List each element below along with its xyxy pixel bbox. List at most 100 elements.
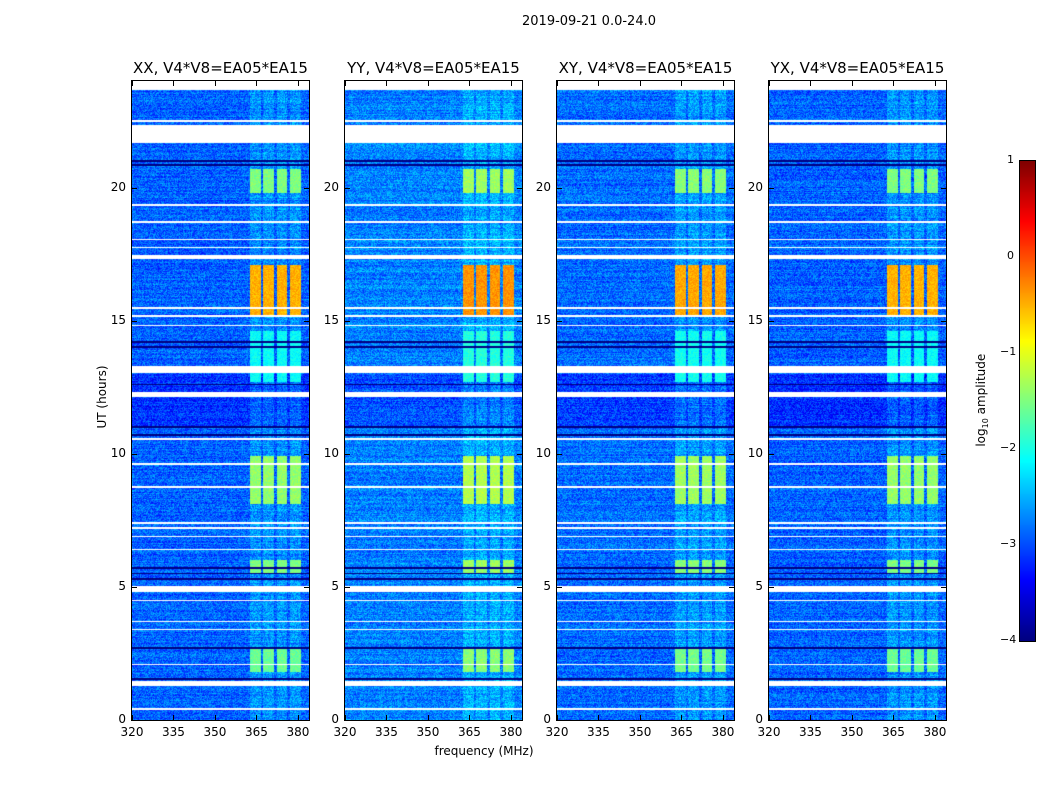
x-tick-mark	[386, 715, 388, 720]
panel-title: XX, V4*V8=EA05*EA15	[133, 59, 308, 77]
x-tick-mark	[681, 81, 683, 86]
panel-title: XY, V4*V8=EA05*EA15	[558, 59, 733, 77]
x-tick-label: 365	[670, 725, 693, 739]
x-tick-label: 365	[245, 725, 268, 739]
y-tick-mark	[941, 187, 946, 189]
y-tick-mark	[557, 320, 562, 322]
x-tick-label: 350	[416, 725, 440, 739]
x-tick-mark	[256, 81, 258, 86]
x-tick-mark	[598, 715, 600, 720]
y-tick-mark	[304, 720, 309, 721]
y-tick-mark	[769, 720, 774, 721]
heatmap-image	[557, 81, 734, 720]
y-tick-label: 20	[323, 179, 339, 194]
y-tick-label: 5	[331, 578, 339, 593]
y-tick-mark	[132, 453, 137, 455]
y-tick-label: 15	[323, 312, 339, 327]
y-tick-mark	[769, 320, 774, 322]
x-tick-label: 320	[757, 725, 781, 739]
y-axis-label: UT (hours)	[95, 365, 109, 429]
y-tick-mark	[557, 720, 562, 721]
y-tick-mark	[769, 453, 774, 455]
x-axis-label: frequency (MHz)	[434, 744, 534, 758]
y-tick-label: 5	[543, 578, 551, 593]
y-tick-label: 0	[755, 712, 763, 726]
x-tick-mark	[851, 715, 853, 720]
y-tick-mark	[304, 187, 309, 189]
y-tick-mark	[557, 453, 562, 455]
y-tick-label: 15	[110, 312, 126, 327]
x-tick-mark	[769, 715, 770, 720]
heatmap-image	[769, 81, 946, 720]
y-tick-mark	[345, 320, 350, 322]
y-tick-label: 10	[535, 445, 551, 460]
y-tick-mark	[304, 453, 309, 455]
x-tick-label: 320	[120, 725, 144, 739]
y-tick-label: 15	[747, 312, 763, 327]
y-tick-label: 10	[747, 445, 763, 460]
x-tick-mark	[722, 81, 724, 86]
x-tick-label: 380	[499, 725, 523, 739]
heatmap-image	[132, 81, 309, 720]
y-tick-mark	[345, 453, 350, 455]
x-tick-mark	[810, 81, 812, 86]
x-tick-mark	[345, 81, 346, 86]
y-tick-label: 20	[535, 179, 551, 194]
x-tick-label: 335	[799, 725, 822, 739]
y-tick-mark	[132, 720, 137, 721]
y-tick-mark	[729, 320, 734, 322]
y-tick-mark	[729, 586, 734, 588]
x-tick-label: 380	[923, 725, 947, 739]
x-tick-label: 320	[333, 725, 357, 739]
x-tick-label: 350	[840, 725, 864, 739]
x-tick-mark	[893, 715, 895, 720]
y-tick-mark	[304, 320, 309, 322]
waterfall-panel-1: YY, V4*V8=EA05*EA15 320 335 350 365 380 0 5 10 15…	[324, 59, 523, 739]
x-tick-mark	[173, 81, 175, 86]
colorbar-tick-label: −3	[1000, 537, 1017, 550]
x-tick-mark	[557, 81, 558, 86]
y-tick-mark	[345, 720, 350, 721]
y-tick-mark	[769, 187, 774, 189]
x-tick-mark	[810, 715, 812, 720]
colorbar-tick-label: −4	[1000, 633, 1017, 646]
x-tick-mark	[427, 715, 429, 720]
y-tick-mark	[517, 187, 522, 189]
x-tick-label: 320	[545, 725, 569, 739]
y-tick-label: 0	[118, 712, 126, 726]
heatmap-image	[345, 81, 522, 720]
y-tick-mark	[517, 453, 522, 455]
x-tick-mark	[557, 715, 558, 720]
panel-title: YX, V4*V8=EA05*EA15	[770, 59, 945, 77]
x-tick-mark	[132, 715, 133, 720]
x-tick-label: 335	[375, 725, 398, 739]
y-tick-label: 5	[118, 578, 126, 593]
x-tick-mark	[510, 81, 512, 86]
y-tick-mark	[941, 320, 946, 322]
y-tick-mark	[769, 586, 774, 588]
x-tick-mark	[510, 715, 512, 720]
y-tick-label: 10	[323, 445, 339, 460]
x-tick-mark	[297, 81, 299, 86]
y-tick-mark	[729, 187, 734, 189]
colorbar-tick-label: 0	[1007, 249, 1014, 262]
y-tick-mark	[345, 187, 350, 189]
colorbar-label: log10 amplitude	[973, 353, 991, 447]
colorbar-tick-label: 1	[1007, 153, 1014, 166]
x-tick-mark	[769, 81, 770, 86]
y-tick-mark	[132, 586, 137, 588]
colorbar	[1019, 160, 1036, 642]
x-tick-mark	[386, 81, 388, 86]
y-tick-mark	[557, 187, 562, 189]
x-tick-mark	[173, 715, 175, 720]
x-tick-mark	[214, 715, 216, 720]
panel-title: YY, V4*V8=EA05*EA15	[347, 59, 520, 77]
x-tick-mark	[681, 715, 683, 720]
waterfall-panel-2: XY, V4*V8=EA05*EA15 320 335 350 365 380 0 5 10 15…	[536, 59, 735, 739]
y-tick-label: 5	[755, 578, 763, 593]
x-tick-label: 380	[711, 725, 735, 739]
x-tick-label: 335	[587, 725, 610, 739]
y-tick-mark	[941, 453, 946, 455]
y-tick-mark	[132, 187, 137, 189]
